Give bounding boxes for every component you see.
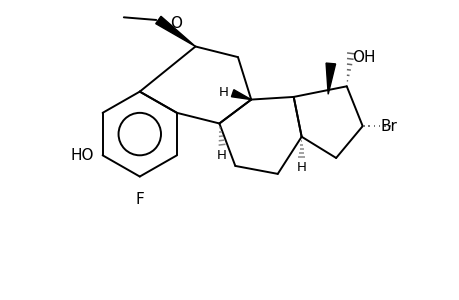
Polygon shape bbox=[231, 90, 251, 100]
Text: HO: HO bbox=[70, 148, 93, 163]
Text: Br: Br bbox=[380, 118, 396, 134]
Text: F: F bbox=[135, 193, 144, 208]
Text: OH: OH bbox=[351, 50, 375, 64]
Text: H: H bbox=[217, 149, 226, 162]
Polygon shape bbox=[325, 63, 335, 94]
Text: H: H bbox=[218, 86, 229, 99]
Polygon shape bbox=[156, 16, 195, 46]
Text: O: O bbox=[170, 16, 182, 31]
Text: H: H bbox=[296, 161, 306, 174]
